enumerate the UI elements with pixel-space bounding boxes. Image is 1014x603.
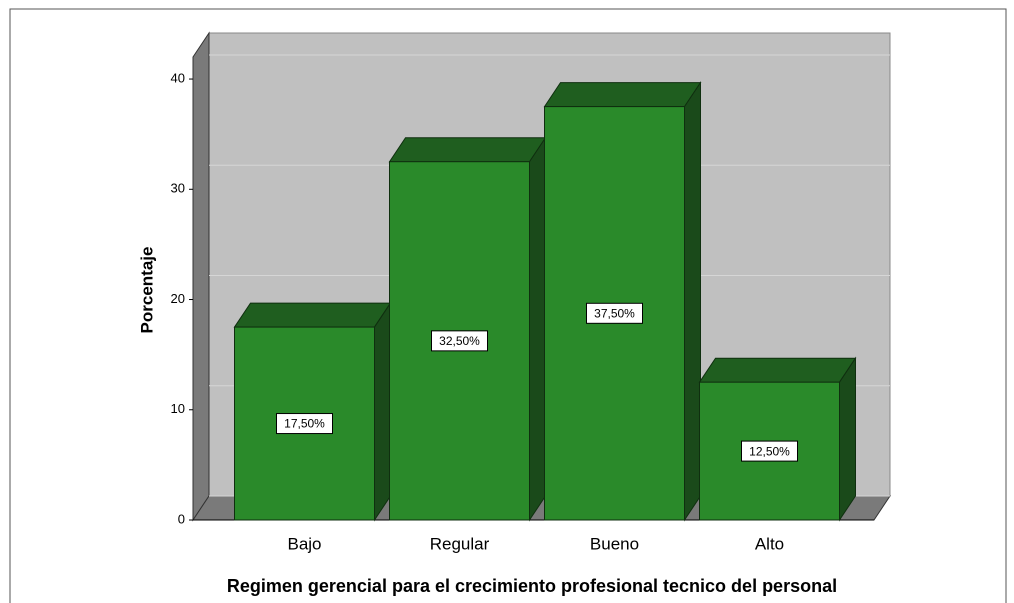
- bar-group: 12,50%: [698, 356, 857, 522]
- bar-side: [374, 301, 391, 522]
- value-label: 12,50%: [749, 444, 790, 458]
- value-label: 32,50%: [439, 334, 480, 348]
- left-wall: [192, 31, 210, 522]
- y-tick-label: 0: [178, 511, 185, 526]
- bar-side: [839, 356, 856, 522]
- x-axis-title: Regimen gerencial para el crecimiento pr…: [227, 576, 837, 596]
- x-tick-label: Regular: [430, 534, 490, 553]
- y-tick-label: 20: [171, 291, 185, 306]
- y-axis-title: Porcentaje: [137, 247, 156, 334]
- bar-side: [529, 136, 546, 522]
- bar-top: [388, 137, 547, 163]
- value-label-box: [586, 302, 643, 324]
- x-tick-label: Alto: [755, 534, 784, 553]
- value-label-box: [741, 440, 798, 462]
- bar-group: 17,50%: [233, 301, 392, 522]
- bar-side: [684, 80, 701, 522]
- y-tick-label: 30: [171, 181, 185, 196]
- x-tick-label: Bajo: [287, 534, 321, 553]
- value-label-box: [276, 413, 333, 435]
- y-tick-label: 40: [171, 70, 185, 85]
- bar-group: 37,50%: [543, 80, 702, 522]
- bar-top: [233, 302, 392, 328]
- frame: [9, 8, 1007, 603]
- value-label-box: [431, 330, 488, 352]
- bar-group: 32,50%: [388, 136, 547, 522]
- value-label: 17,50%: [284, 417, 325, 431]
- bar-top: [543, 82, 702, 108]
- y-tick-label: 10: [171, 401, 185, 416]
- value-label: 37,50%: [594, 306, 635, 320]
- x-tick-label: Bueno: [590, 534, 639, 553]
- bar-top: [698, 357, 857, 383]
